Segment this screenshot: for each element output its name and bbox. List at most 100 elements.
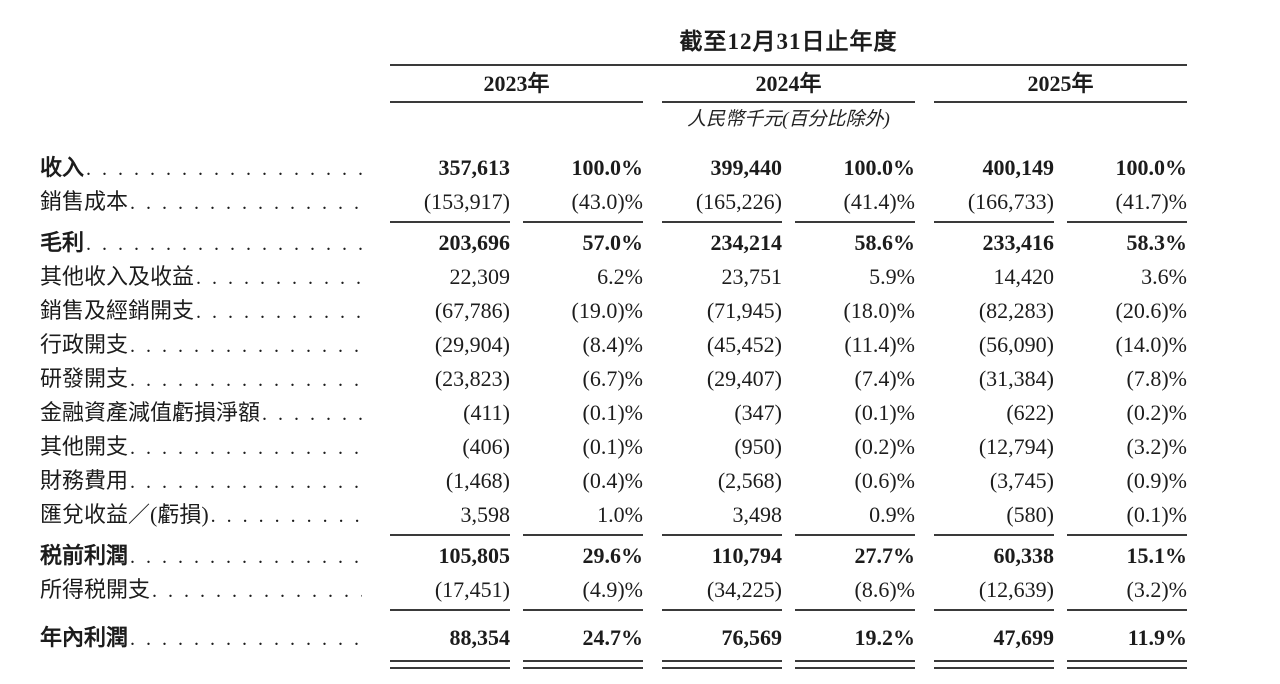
value-2025-percent: (14.0)%: [1115, 332, 1187, 357]
value-2025-percent: (0.1)%: [1126, 502, 1187, 527]
value-2025-percent: 15.1%: [1126, 543, 1188, 568]
value-2023-percent: 6.2%: [597, 264, 643, 289]
value-2023-percent: (0.1)%: [582, 400, 643, 425]
column-rule-2023-amount: [390, 221, 510, 223]
value-2025-amount: (82,283): [978, 298, 1054, 323]
value-2025-percent: (7.8)%: [1126, 366, 1187, 391]
column-rule-2024-percent: [795, 660, 915, 669]
value-2025-percent: 3.6%: [1141, 264, 1187, 289]
table-rule-row: [40, 609, 1187, 611]
value-2025-amount: (31,384): [978, 366, 1054, 391]
value-2025-percent: (20.6)%: [1115, 298, 1187, 323]
value-2023-amount: 203,696: [438, 230, 511, 255]
table-row: 銷售成本 (153,917) (43.0)% (165,226) (41.4)%…: [40, 185, 1187, 219]
column-rule-2025-amount: [934, 660, 1054, 669]
column-rule-2025-amount: [934, 221, 1054, 223]
table-row: 毛利 203,696 57.0% 234,214 58.6% 233,416 5…: [40, 226, 1187, 260]
value-2023-amount: 357,613: [438, 155, 511, 180]
row-label-cell: 其他開支: [40, 430, 390, 465]
table-row: 銷售及經銷開支 (67,786) (19.0)% (71,945) (18.0)…: [40, 294, 1187, 328]
dot-leader: [130, 328, 362, 363]
dot-leader: [262, 396, 362, 431]
value-2024-percent: (0.6)%: [854, 468, 915, 493]
value-2025-percent: (3.2)%: [1126, 577, 1187, 602]
row-label-cell: 財務費用: [40, 464, 390, 499]
column-rule-2023-amount: [390, 534, 510, 536]
value-2025-percent: 11.9%: [1127, 625, 1187, 650]
column-rule-2023-amount: [390, 660, 510, 669]
value-2023-percent: 57.0%: [582, 230, 644, 255]
column-rule-2023-percent: [523, 221, 643, 223]
value-2024-amount: 3,498: [732, 502, 783, 527]
value-2024-percent: (11.4)%: [844, 332, 915, 357]
row-label-cell: 毛利: [40, 226, 390, 261]
value-2024-amount: 234,214: [710, 230, 783, 255]
value-2023-percent: 24.7%: [582, 625, 644, 650]
value-2025-amount: 14,420: [993, 264, 1055, 289]
value-2024-amount: 399,440: [710, 155, 783, 180]
document-page: 截至12月31日止年度 2023年 2024年 2025年 人民幣千元(百分比除…: [0, 0, 1240, 669]
value-2023-amount: 105,805: [438, 543, 511, 568]
value-2025-amount: (12,794): [978, 434, 1054, 459]
value-2023-percent: (8.4)%: [582, 332, 643, 357]
row-label: 其他開支: [40, 433, 129, 459]
row-label: 毛利: [40, 229, 85, 255]
row-label-cell: 銷售及經銷開支: [40, 294, 390, 329]
value-2024-percent: 27.7%: [854, 543, 916, 568]
row-label: 税前利潤: [40, 542, 129, 568]
row-label: 研發開支: [40, 365, 129, 391]
value-2025-percent: (3.2)%: [1126, 434, 1187, 459]
column-rule-2025-percent: [1067, 534, 1187, 536]
row-label-cell: 税前利潤: [40, 539, 390, 574]
value-2023-percent: (0.1)%: [582, 434, 643, 459]
column-rule-2024-amount: [662, 534, 782, 536]
year-header-row: 2023年 2024年 2025年: [390, 66, 1187, 101]
value-2024-percent: 0.9%: [869, 502, 915, 527]
value-2024-percent: 5.9%: [869, 264, 915, 289]
column-rule-2023-percent: [523, 609, 643, 611]
row-label: 年內利潤: [40, 624, 129, 650]
value-2023-amount: 22,309: [449, 264, 511, 289]
value-2024-amount: (950): [734, 434, 782, 459]
dot-leader: [86, 151, 362, 186]
row-label-cell: 金融資產減值虧損淨額: [40, 396, 390, 431]
table-row: 行政開支 (29,904) (8.4)% (45,452) (11.4)% (5…: [40, 328, 1187, 362]
column-rule-2023-amount: [390, 609, 510, 611]
column-rule-2024-amount: [662, 609, 782, 611]
value-2024-amount: 110,794: [711, 543, 782, 568]
value-2025-percent: 100.0%: [1115, 155, 1188, 180]
row-label: 其他收入及收益: [40, 263, 195, 289]
row-label-cell: 匯兌收益／(虧損): [40, 498, 390, 533]
table-row: 其他收入及收益 22,309 6.2% 23,751 5.9% 14,420 3…: [40, 260, 1187, 294]
year-rule-2025: [934, 101, 1187, 103]
row-label-cell: 研發開支: [40, 362, 390, 397]
row-label-cell: 其他收入及收益: [40, 260, 390, 295]
value-2023-amount: (29,904): [434, 332, 510, 357]
income-statement-table: 收入 357,613 100.0% 399,440 100.0% 400,149…: [40, 151, 1187, 669]
value-2024-amount: (165,226): [695, 189, 782, 214]
year-column-2023: 2023年: [483, 71, 550, 96]
value-2023-amount: (67,786): [434, 298, 510, 323]
year-rule-2023: [390, 101, 643, 103]
column-rule-2025-percent: [1067, 660, 1187, 669]
column-rule-2024-amount: [662, 221, 782, 223]
value-2023-percent: (6.7)%: [582, 366, 643, 391]
value-2025-amount: (622): [1006, 400, 1054, 425]
year-rule-2024: [662, 101, 915, 103]
value-2023-amount: (153,917): [423, 189, 510, 214]
dot-leader: [130, 362, 362, 397]
value-2025-amount: 233,416: [982, 230, 1055, 255]
value-2024-percent: (18.0)%: [843, 298, 915, 323]
dot-leader: [86, 226, 362, 261]
value-2023-amount: (23,823): [434, 366, 510, 391]
column-rule-2025-amount: [934, 609, 1054, 611]
value-2024-percent: (41.4)%: [843, 189, 915, 214]
value-2025-amount: (580): [1006, 502, 1054, 527]
value-2024-percent: 19.2%: [854, 625, 916, 650]
value-2025-amount: 47,699: [993, 625, 1055, 650]
value-2025-percent: 58.3%: [1126, 230, 1188, 255]
dot-leader: [130, 464, 362, 499]
table-header: 截至12月31日止年度 2023年 2024年 2025年 人民幣千元(百分比除…: [390, 28, 1187, 132]
table-row: 税前利潤 105,805 29.6% 110,794 27.7% 60,338 …: [40, 539, 1187, 573]
value-2023-amount: (1,468): [445, 468, 510, 493]
